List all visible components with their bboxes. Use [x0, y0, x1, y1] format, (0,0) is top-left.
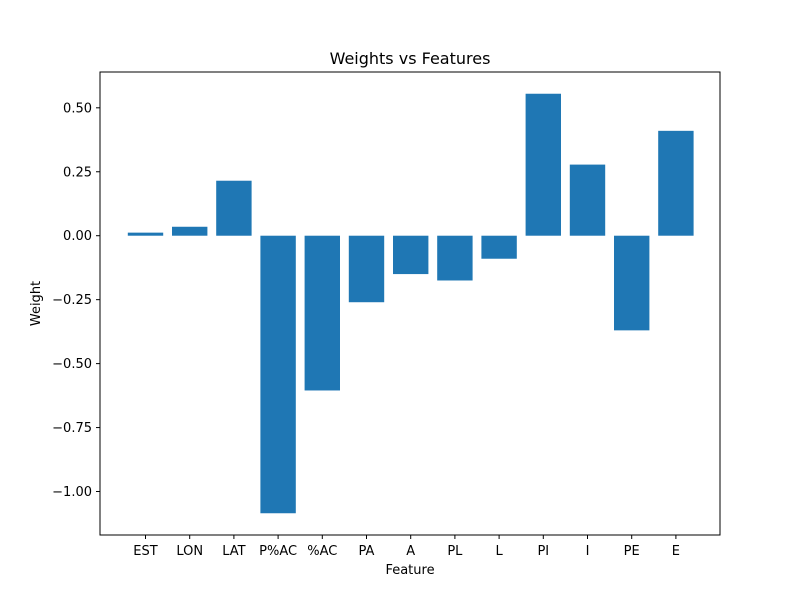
y-tick-label: 0.50 — [63, 101, 92, 116]
x-tick-label: A — [406, 544, 415, 559]
x-tick-label: E — [672, 544, 680, 559]
x-tick-label: LON — [176, 544, 203, 559]
x-axis: EST LON LAT P%AC %AC PA A PL L PI I PE E — [133, 535, 680, 559]
x-tick-label: I — [586, 544, 590, 559]
x-tick-label: %AC — [307, 544, 337, 559]
bar-ppctac — [260, 235, 296, 514]
bar-pctac — [304, 235, 340, 391]
y-tick-label: −0.75 — [52, 421, 92, 436]
plot-frame — [99, 71, 721, 536]
bar-est — [127, 232, 164, 236]
bar-e — [658, 130, 694, 236]
x-tick-label: EST — [133, 544, 157, 559]
chart-title: Weights vs Features — [330, 49, 491, 68]
y-tick-label: 0.00 — [63, 229, 92, 244]
bar-pi — [525, 93, 561, 236]
y-tick-label: −0.25 — [52, 293, 92, 308]
x-tick-label: PI — [537, 544, 549, 559]
bar-pe — [614, 235, 650, 331]
y-axis: 0.50 0.25 0.00 −0.25 −0.50 −0.75 −1.00 — [52, 101, 100, 500]
bar-lon — [172, 226, 208, 236]
x-tick-label: PL — [447, 544, 463, 559]
y-axis-label: Weight — [29, 281, 44, 326]
x-tick-label: LAT — [222, 544, 245, 559]
x-axis-label: Feature — [385, 563, 434, 578]
y-tick-label: −1.00 — [52, 485, 92, 500]
y-tick-label: −0.50 — [52, 357, 92, 372]
bars-layer — [127, 93, 694, 514]
x-tick-label: PE — [624, 544, 640, 559]
bar-pl — [437, 235, 473, 281]
bar-l — [481, 235, 517, 259]
bar-i — [569, 164, 606, 236]
y-tick-label: 0.25 — [63, 165, 92, 180]
x-tick-label: L — [495, 544, 503, 559]
x-tick-label: PA — [359, 544, 375, 559]
x-tick-label: P%AC — [259, 544, 297, 559]
bar-pa — [348, 235, 385, 303]
bar-lat — [216, 180, 252, 236]
bar-a — [393, 235, 429, 275]
